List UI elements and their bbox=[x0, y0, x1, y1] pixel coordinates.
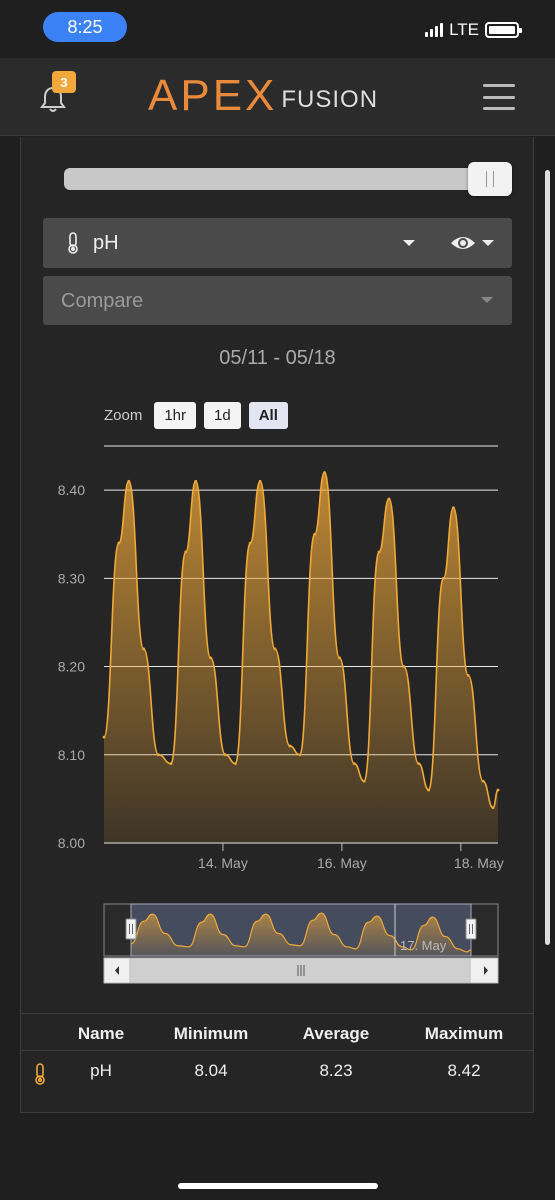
header-minimum: Minimum bbox=[173, 1024, 249, 1043]
apex-fusion-logo[interactable]: APEX FUSION bbox=[148, 74, 378, 118]
data-point bbox=[313, 532, 317, 536]
eye-icon[interactable] bbox=[450, 234, 476, 252]
data-point bbox=[233, 762, 237, 765]
data-point bbox=[127, 479, 131, 483]
chevron-down-icon bbox=[481, 297, 493, 303]
data-point bbox=[377, 550, 381, 554]
signal-icon bbox=[425, 23, 444, 37]
header-maximum: Maximum bbox=[424, 1024, 504, 1043]
table-row: pH 8.04 8.23 8.42 bbox=[21, 1051, 533, 1097]
zoom-1hr-button[interactable]: 1hr bbox=[154, 402, 197, 429]
home-indicator bbox=[178, 1183, 378, 1189]
status-indicators: LTE bbox=[425, 20, 522, 40]
network-label: LTE bbox=[449, 20, 479, 39]
compare-select[interactable]: Compare bbox=[43, 276, 512, 325]
data-point bbox=[466, 673, 470, 677]
data-point bbox=[157, 753, 160, 757]
x-tick-label: 18. May bbox=[454, 855, 504, 871]
y-tick-label: 8.20 bbox=[58, 659, 85, 675]
data-point bbox=[248, 541, 252, 545]
data-point bbox=[117, 541, 121, 545]
stats-header-row: Name Minimum Average Maximum bbox=[21, 1013, 533, 1051]
ph-area bbox=[104, 472, 498, 843]
zoom-all-button[interactable]: All bbox=[248, 402, 288, 429]
zoom-label: Zoom bbox=[104, 407, 143, 424]
navigator-handle[interactable] bbox=[125, 918, 137, 940]
chart-scrollbar-thumb[interactable] bbox=[129, 957, 471, 984]
zoom-controls: Zoom 1hr 1d All bbox=[104, 402, 288, 429]
hamburger-menu-icon[interactable] bbox=[483, 84, 515, 110]
scroll-right-arrow-icon[interactable] bbox=[484, 966, 488, 975]
row-maximum: 8.42 bbox=[447, 1061, 481, 1080]
data-point bbox=[288, 744, 292, 748]
row-minimum: 8.04 bbox=[194, 1061, 228, 1080]
date-range: 05/11 - 05/18 bbox=[219, 347, 336, 369]
data-point bbox=[352, 762, 356, 765]
logo-primary: APEX bbox=[148, 71, 278, 120]
ph-chart[interactable]: 8.00 8.10 8.20 8.30 8.40 14. May 16. May 18. M… bbox=[0, 0, 555, 1000]
header-average: Average bbox=[302, 1024, 370, 1043]
data-point bbox=[338, 656, 341, 660]
data-point bbox=[451, 506, 455, 510]
slider-track[interactable] bbox=[64, 168, 484, 190]
data-point bbox=[169, 762, 173, 765]
stats-table: Name Minimum Average Maximum pH 8.04 8.2… bbox=[21, 1013, 533, 1097]
chevron-down-icon bbox=[403, 240, 415, 246]
row-average: 8.23 bbox=[319, 1061, 353, 1080]
probe-select[interactable]: pH bbox=[43, 218, 512, 268]
x-tick-label: 14. May bbox=[198, 855, 248, 871]
data-point bbox=[273, 647, 277, 651]
y-tick-label: 8.10 bbox=[58, 747, 85, 763]
notification-badge[interactable]: 3 bbox=[52, 71, 76, 93]
zoom-1d-button[interactable]: 1d bbox=[204, 402, 241, 429]
time-slider[interactable] bbox=[64, 162, 512, 196]
navigator-line bbox=[130, 912, 472, 953]
compare-placeholder: Compare bbox=[61, 290, 144, 312]
y-tick-label: 8.00 bbox=[58, 835, 85, 851]
app-header: 3 APEX FUSION bbox=[0, 58, 555, 136]
data-point bbox=[496, 788, 500, 792]
thermometer-icon bbox=[35, 1063, 45, 1085]
probe-select-value: pH bbox=[93, 232, 119, 254]
data-point bbox=[224, 753, 227, 757]
data-point bbox=[362, 779, 366, 783]
data-point bbox=[491, 806, 495, 810]
data-point bbox=[402, 665, 406, 668]
slider-thumb[interactable] bbox=[468, 162, 512, 196]
data-point bbox=[102, 735, 106, 739]
data-point bbox=[184, 550, 188, 554]
x-tick-label: 16. May bbox=[317, 855, 367, 871]
status-time: 8:25 bbox=[43, 12, 127, 42]
ph-line bbox=[103, 471, 499, 809]
battery-icon bbox=[485, 22, 522, 38]
navigator-label: 17. May bbox=[400, 938, 447, 953]
data-point bbox=[427, 788, 431, 792]
data-point bbox=[298, 753, 302, 757]
logo-secondary: FUSION bbox=[281, 86, 379, 113]
data-point bbox=[142, 647, 146, 651]
y-tick-label: 8.30 bbox=[58, 570, 85, 586]
data-point bbox=[323, 471, 326, 474]
data-point bbox=[258, 479, 262, 483]
chevron-down-icon[interactable] bbox=[482, 240, 494, 246]
thermometer-icon bbox=[68, 232, 78, 254]
scroll-left-arrow-icon[interactable] bbox=[115, 966, 119, 975]
row-name: pH bbox=[90, 1061, 112, 1080]
data-point bbox=[417, 762, 421, 765]
navigator-handle[interactable] bbox=[465, 918, 477, 940]
y-tick-label: 8.40 bbox=[58, 482, 85, 498]
data-point bbox=[387, 497, 391, 501]
page-scrollbar[interactable] bbox=[545, 170, 550, 945]
data-point bbox=[481, 779, 485, 783]
status-bar: 8:25 LTE bbox=[0, 0, 555, 58]
data-point bbox=[194, 479, 198, 483]
header-name: Name bbox=[77, 1024, 125, 1043]
data-point bbox=[442, 576, 445, 580]
data-point bbox=[209, 656, 212, 660]
